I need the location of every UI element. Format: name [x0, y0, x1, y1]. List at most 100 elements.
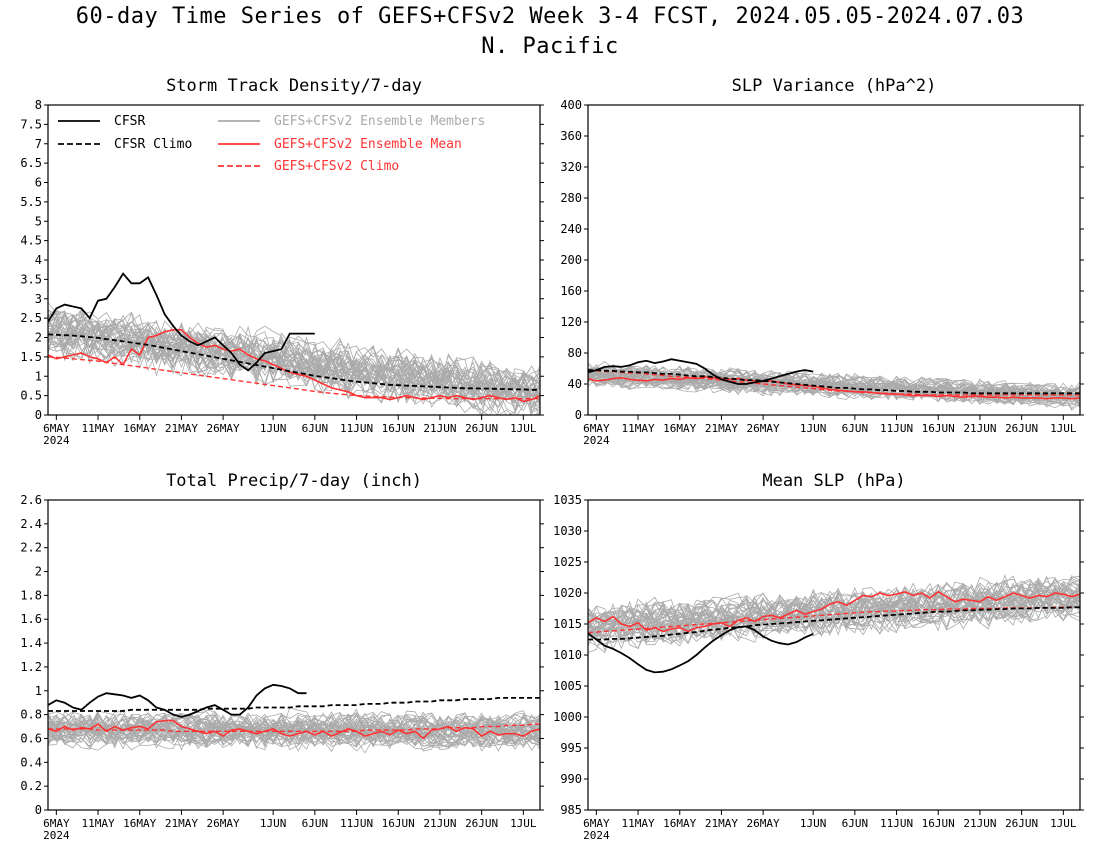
- legend: CFSR CFSR Climo GEFS+CFSv2 Ensemble Member…: [58, 114, 485, 174]
- x-tick-label: 11MAY: [81, 422, 114, 435]
- y-tick-label: 5.5: [20, 195, 42, 209]
- x-tick-label: 21MAY: [165, 422, 198, 435]
- title-line-1: 60-day Time Series of GEFS+CFSv2 Week 3-…: [75, 4, 1025, 29]
- x-tick-label: 16JUN: [922, 817, 955, 830]
- member-line: [48, 325, 540, 409]
- plot-frame: [47, 499, 541, 811]
- main-series: [48, 272, 540, 403]
- y-tick-label: 0: [575, 408, 582, 422]
- member-line: [588, 580, 1080, 630]
- x-tick-label: 26MAY: [207, 422, 240, 435]
- x-tick-label: 21MAY: [165, 817, 198, 830]
- y-tick-label: 200: [560, 253, 582, 267]
- y-tick-label: 1.5: [20, 350, 42, 364]
- x-tick-label: 11JUN: [340, 422, 373, 435]
- chart-panel-3: Total Precip/7-day (inch)00.20.40.60.811…: [20, 471, 544, 842]
- series-cfsr-climo: [48, 697, 540, 712]
- legend-mean-label: GEFS+CFSv2 Ensemble Mean: [274, 137, 462, 152]
- chart-title: Total Precip/7-day (inch): [166, 471, 422, 491]
- y-tick-label: 2: [35, 331, 42, 345]
- y-tick-label: 1020: [553, 586, 582, 600]
- x-tick-label: 21JUN: [423, 817, 456, 830]
- member-line: [588, 586, 1080, 629]
- x-tick-label: 1JUL: [1050, 422, 1077, 435]
- y-tick-label: 1.8: [20, 588, 42, 602]
- member-line: [588, 371, 1080, 402]
- x-tick-label: 16MAY: [123, 817, 156, 830]
- y-tick-label: 6.5: [20, 156, 42, 170]
- x-tick-label: 6MAY: [43, 422, 70, 435]
- y-tick-label: 1.6: [20, 612, 42, 626]
- x-tick-label: 26JUN: [465, 422, 498, 435]
- x-tick-label: 1JUL: [510, 422, 537, 435]
- y-tick-label: 1035: [553, 493, 582, 507]
- y-tick-label: 2.4: [20, 517, 42, 531]
- x-tick-label: 11MAY: [621, 422, 654, 435]
- x-tick-label: 21JUN: [963, 817, 996, 830]
- y-tick-label: 120: [560, 315, 582, 329]
- y-tick-label: 0.2: [20, 779, 42, 793]
- y-tick-label: 995: [560, 741, 582, 755]
- member-line: [48, 309, 540, 400]
- x-tick-label: 11MAY: [81, 817, 114, 830]
- y-tick-label: 1.4: [20, 636, 42, 650]
- member-line: [588, 584, 1080, 637]
- x-tick-label: 6JUN: [302, 422, 329, 435]
- legend-climo-label: GEFS+CFSv2 Climo: [274, 159, 399, 174]
- series-mean: [48, 328, 540, 403]
- x-tick-label: 26JUN: [1005, 817, 1038, 830]
- member-line: [48, 722, 540, 749]
- y-tick-label: 160: [560, 284, 582, 298]
- y-tick-label: 2.6: [20, 493, 42, 507]
- member-line: [588, 581, 1080, 635]
- member-line: [48, 712, 540, 737]
- y-tick-label: 4.5: [20, 234, 42, 248]
- y-tick-label: 4: [35, 253, 42, 267]
- x-tick-label: 16MAY: [123, 422, 156, 435]
- series-cfsr-climo: [588, 369, 1080, 395]
- x-tick-label: 6MAY: [43, 817, 70, 830]
- x-year-label: 2024: [43, 829, 70, 842]
- y-tick-label: 3.5: [20, 272, 42, 286]
- x-tick-label: 21JUN: [963, 422, 996, 435]
- x-tick-label: 1JUN: [800, 817, 827, 830]
- member-line: [588, 578, 1080, 634]
- member-line: [588, 596, 1080, 650]
- series-mean: [588, 376, 1080, 400]
- y-tick-label: 1015: [553, 617, 582, 631]
- member-line: [48, 714, 540, 739]
- y-tick-label: 990: [560, 772, 582, 786]
- x-tick-label: 16JUN: [382, 422, 415, 435]
- series-cfsr-climo: [588, 606, 1080, 641]
- member-line: [588, 589, 1080, 642]
- series-climo: [48, 356, 540, 400]
- y-tick-label: 80: [568, 346, 582, 360]
- y-tick-label: 0.8: [20, 708, 42, 722]
- y-tick-label: 240: [560, 222, 582, 236]
- x-tick-label: 1JUL: [510, 817, 537, 830]
- y-tick-label: 0.4: [20, 755, 42, 769]
- y-tick-label: 2: [35, 565, 42, 579]
- x-tick-label: 6MAY: [583, 422, 610, 435]
- member-line: [48, 724, 540, 749]
- x-tick-label: 21MAY: [705, 817, 738, 830]
- x-tick-label: 11JUN: [340, 817, 373, 830]
- series-climo: [588, 369, 1080, 396]
- page-title: 60-day Time Series of GEFS+CFSv2 Week 3-…: [0, 2, 1100, 62]
- x-tick-label: 1JUN: [260, 817, 287, 830]
- chart-title: SLP Variance (hPa^2): [732, 76, 937, 96]
- y-tick-label: 0.6: [20, 731, 42, 745]
- y-tick-label: 280: [560, 191, 582, 205]
- legend-cfsr-label: CFSR: [114, 114, 145, 129]
- y-tick-label: 7: [35, 137, 42, 151]
- y-tick-label: 2.5: [20, 311, 42, 325]
- ensemble-members: [588, 360, 1080, 411]
- series-cfsr-climo: [48, 333, 540, 391]
- member-line: [48, 706, 540, 733]
- x-tick-label: 26JUN: [1005, 422, 1038, 435]
- x-tick-label: 16MAY: [663, 422, 696, 435]
- x-tick-label: 6MAY: [583, 817, 610, 830]
- y-tick-label: 1000: [553, 710, 582, 724]
- y-tick-label: 0.5: [20, 389, 42, 403]
